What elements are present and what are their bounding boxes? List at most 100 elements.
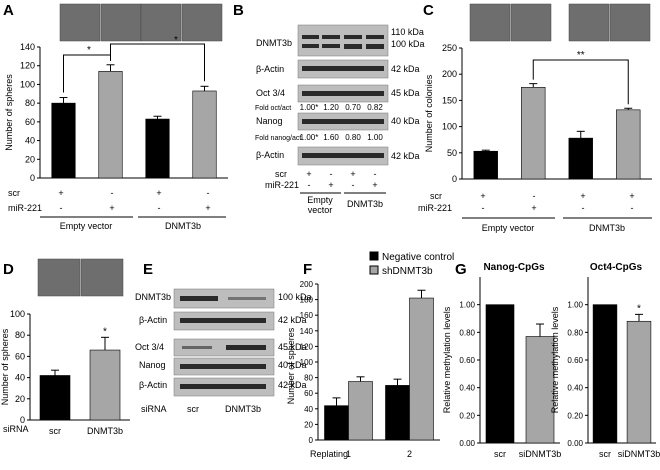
y-axis-label: Number of colonies: [424, 74, 434, 152]
kda-label: 42 kDa: [278, 315, 307, 325]
y-tick-label: 0: [20, 415, 25, 425]
y-tick-label: 60: [15, 351, 25, 361]
group-label-empty-vector: Empty vector: [482, 223, 535, 233]
fold-value: 1.60: [323, 133, 339, 142]
y-tick-label: 0.60: [567, 356, 583, 365]
y-tick-label: 40: [15, 373, 25, 383]
chart-title: Nanog-CpGs: [483, 262, 545, 273]
bar: [568, 137, 593, 180]
micrograph: [37, 258, 81, 297]
blot-strip: [297, 24, 389, 57]
blot-band: [180, 384, 266, 389]
y-tick-label: 160: [300, 311, 314, 320]
row-label-sirna: siRNA: [141, 404, 167, 414]
x-tick-label: DNMT3b: [87, 426, 123, 436]
panel-e-blot: DNMT3b β-Actin Oct 3/4 Nanog β-Actin 100…: [135, 288, 312, 414]
chart-a: 0 20 40 60 80 100 120 140 Number of spheres * *: [4, 35, 228, 183]
row-label-scr: scr: [8, 188, 20, 198]
y-tick-label: 100: [10, 309, 25, 319]
y-tick-label: 1.00: [567, 301, 583, 310]
kda-label: 110 kDa: [391, 27, 424, 37]
chart-c: 0 50 100 150 200 250 Number of colonies **: [424, 43, 652, 184]
y-tick-label: 0.80: [567, 328, 583, 337]
matrix-cell: -: [158, 203, 161, 213]
matrix-cell: +: [156, 188, 161, 198]
matrix-cell: -: [582, 203, 585, 213]
y-tick-label: 150: [442, 95, 457, 105]
row-label-mir221: miR-221: [265, 180, 299, 190]
y-tick-label: 20: [25, 154, 35, 164]
y-tick-label: 120: [20, 61, 35, 71]
sig-star: *: [174, 35, 178, 46]
kda-label: 40 kDa: [278, 360, 307, 370]
fold-value: 0.70: [345, 103, 361, 112]
kda-label: 42 kDa: [391, 151, 420, 161]
x-tick-label: siDNMT3b: [618, 449, 660, 459]
panel-b-blot: DNMT3b β-Actin Oct 3/4 Nanog β-Actin 110…: [255, 24, 425, 215]
y-tick-label: 20: [304, 420, 313, 429]
panel-label-e: E: [143, 261, 153, 278]
lane-label: DNMT3b: [225, 404, 261, 414]
y-tick-label: 1.00: [459, 301, 475, 310]
matrix-cell: -: [631, 203, 634, 213]
blot-label: Oct 3/4: [256, 88, 285, 98]
micrograph: [100, 3, 142, 42]
y-tick-label: 200: [300, 280, 314, 289]
blot-band: [344, 44, 362, 49]
matrix-cell: -: [352, 180, 355, 190]
blot-label: β-Actin: [139, 380, 167, 390]
sig-star: **: [577, 50, 585, 61]
blot-label: DNMT3b: [135, 292, 171, 302]
row-label-mir221: miR-221: [418, 203, 452, 213]
blot-band: [302, 35, 319, 39]
xrow-label-replating: Replating: [310, 449, 348, 459]
matrix-cell: +: [350, 169, 355, 179]
blot-band: [344, 35, 362, 39]
micrograph: [568, 3, 610, 42]
blot-band: [302, 153, 384, 158]
blot-band: [182, 346, 212, 349]
panel-label-c: C: [423, 2, 434, 19]
matrix-cell: -: [533, 191, 536, 201]
chart-title: Oct4-CpGs: [590, 262, 643, 273]
y-tick-label: 0.60: [459, 356, 475, 365]
y-tick-label: 0: [30, 173, 35, 183]
micrographs-d: [37, 258, 124, 297]
panel-label-d: D: [3, 261, 14, 278]
blot-band: [302, 44, 319, 48]
blot-label: Nanog: [256, 116, 283, 126]
bar: [592, 304, 618, 444]
y-axis-label: Number of spheres: [286, 327, 296, 404]
sig-bracket: [110, 43, 205, 82]
row-label-scr: scr: [430, 191, 442, 201]
kda-label: 45 kDa: [278, 342, 307, 352]
y-tick-label: 40: [304, 405, 313, 414]
matrix-cell: +: [629, 191, 634, 201]
bar: [39, 375, 71, 421]
kda-label: 42 kDa: [391, 64, 420, 74]
y-tick-label: 0: [452, 174, 457, 184]
sig-star: *: [87, 45, 91, 56]
y-tick-label: 180: [300, 296, 314, 305]
chart-f: 0 20 40 60 80 100 120 140 160 180 200 Number of sph…: [286, 280, 440, 459]
panel-a-table: scr miR-221 + - + - - + - + Empty vector…: [8, 188, 226, 231]
matrix-cell: -: [207, 188, 210, 198]
blot-strip: [173, 288, 275, 309]
y-tick-label: 250: [442, 43, 457, 53]
y-tick-label: 100: [442, 122, 457, 132]
matrix-cell: +: [205, 203, 210, 213]
kda-label: 100 kDa: [391, 39, 425, 49]
fold-value: 0.82: [367, 103, 383, 112]
matrix-cell: +: [109, 203, 114, 213]
kda-label: 45 kDa: [391, 88, 420, 98]
y-axis-label: Number of spheres: [0, 328, 10, 405]
y-tick-label: 80: [304, 374, 313, 383]
blot-band: [322, 44, 340, 48]
matrix-cell: +: [306, 169, 311, 179]
y-axis-label: Relative methylation levels: [550, 306, 560, 413]
bar: [385, 385, 410, 441]
blot-band: [322, 35, 340, 39]
fold-value: 1.00*: [300, 133, 319, 142]
